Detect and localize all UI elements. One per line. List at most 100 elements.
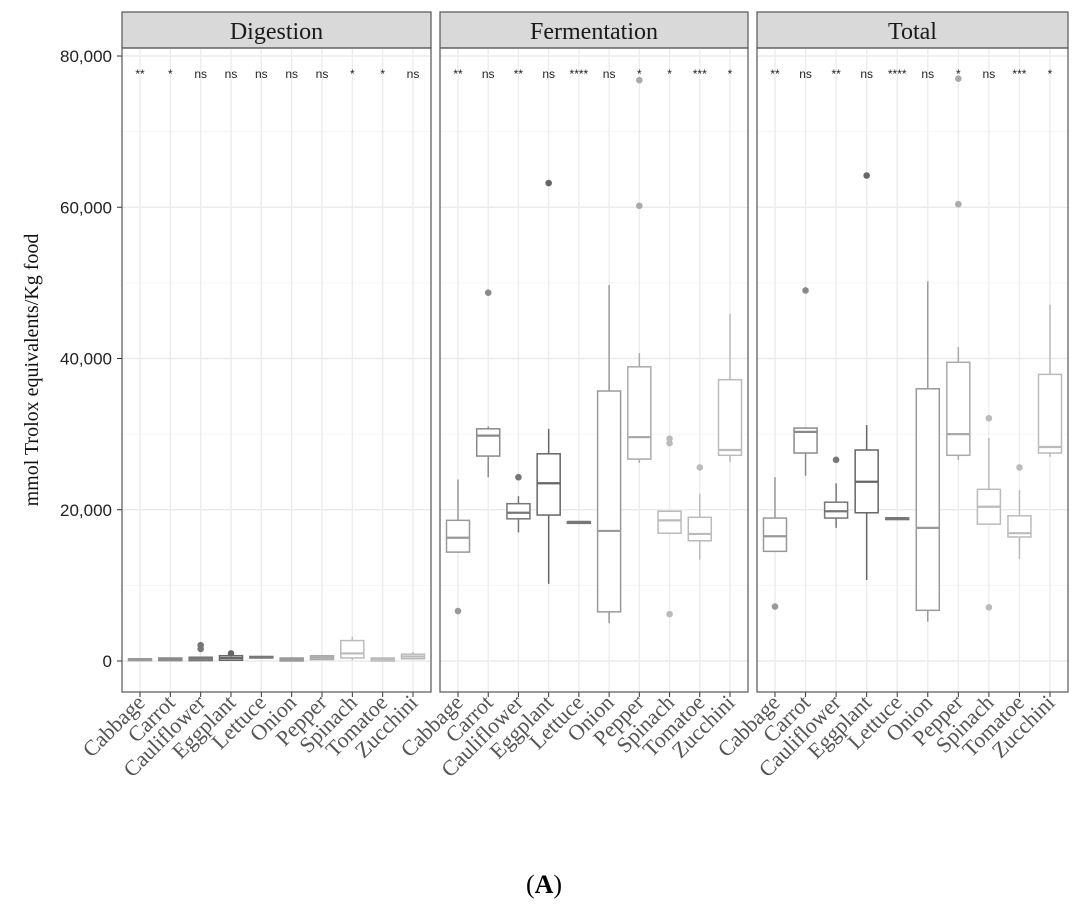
- box-iqr: [445, 519, 471, 553]
- significance-label: *: [637, 67, 642, 81]
- significance-label: **: [514, 67, 524, 81]
- box-carrot: [475, 289, 501, 478]
- outlier-point: [545, 179, 552, 187]
- y-tick-label: 80,000: [60, 47, 112, 66]
- box-lettuce: [566, 520, 592, 525]
- outlier-point: [515, 473, 522, 481]
- significance-label: **: [135, 67, 145, 81]
- figure-caption: (A): [526, 870, 562, 899]
- caption-open: (: [526, 870, 535, 899]
- significance-label: ****: [888, 67, 907, 81]
- box-zucchini: [717, 313, 743, 463]
- significance-label: ****: [570, 67, 589, 81]
- significance-label: **: [770, 67, 780, 81]
- significance-label: *: [728, 67, 733, 81]
- facet-strip: [756, 11, 1069, 49]
- box-tomatoe: [370, 657, 395, 662]
- significance-label: ***: [693, 67, 707, 81]
- significance-label: **: [453, 67, 463, 81]
- box-iqr: [657, 510, 682, 534]
- y-tick-label: 40,000: [60, 350, 112, 369]
- box-spinach: [340, 636, 365, 661]
- box-carrot: [158, 657, 183, 662]
- outlier-point: [197, 641, 204, 649]
- panel-border: [756, 47, 1069, 693]
- box-iqr: [1037, 373, 1063, 454]
- significance-label: ns: [194, 67, 207, 81]
- y-axis-title: mmol Trolox equivalents/Kg food: [21, 234, 43, 507]
- outlier-point: [666, 439, 673, 447]
- significance-label: ns: [316, 67, 329, 81]
- box-carrot: [793, 287, 818, 476]
- facet-strip: [439, 11, 749, 49]
- outlier-point: [636, 76, 643, 84]
- significance-label: ns: [921, 67, 934, 81]
- box-iqr: [340, 639, 365, 659]
- outlier-point: [832, 456, 840, 464]
- facet-title: Fermentation: [530, 19, 658, 45]
- box-cabbage: [445, 479, 471, 615]
- outlier-point: [863, 172, 870, 179]
- y-tick-label: 60,000: [60, 198, 112, 217]
- box-iqr: [915, 388, 941, 612]
- box-cabbage: [127, 657, 153, 662]
- significance-label: ns: [799, 67, 812, 81]
- box-iqr: [506, 502, 531, 520]
- significance-label: *: [667, 67, 672, 81]
- box-pepper: [309, 654, 335, 661]
- box-pepper: [627, 76, 652, 463]
- box-iqr: [793, 427, 818, 454]
- y-tick-label: 20,000: [60, 501, 112, 520]
- outlier-point: [227, 650, 235, 657]
- outlier-point: [802, 287, 809, 294]
- box-eggplant: [854, 172, 879, 581]
- box-iqr: [475, 428, 501, 457]
- outlier-point: [696, 464, 704, 471]
- significance-label: ns: [285, 67, 298, 81]
- box-iqr: [762, 517, 788, 553]
- box-lettuce: [249, 655, 274, 659]
- box-pepper: [946, 75, 971, 460]
- box-cauliflower: [506, 473, 531, 533]
- significance-label: *: [168, 67, 173, 81]
- significance-label: ***: [1012, 67, 1026, 81]
- significance-label: ns: [603, 67, 616, 81]
- panel-border: [121, 47, 432, 693]
- facet-title: Total: [888, 19, 937, 45]
- outlier-point: [454, 607, 462, 615]
- significance-label: ns: [983, 67, 996, 81]
- outlier-point: [666, 610, 673, 618]
- box-tomatoe: [687, 464, 713, 560]
- significance-label: ns: [225, 67, 238, 81]
- outlier-point: [985, 414, 993, 422]
- caption-letter: A: [535, 870, 554, 899]
- box-iqr: [823, 501, 849, 519]
- caption-close: ): [553, 870, 562, 899]
- outlier-point: [636, 202, 643, 210]
- facet-fermentation: Fermentation**CabbagensCarrot**Cauliflow…: [395, 11, 749, 782]
- box-spinach: [657, 435, 682, 618]
- significance-label: ns: [482, 67, 495, 81]
- significance-label: **: [831, 67, 841, 81]
- outlier-point: [955, 75, 962, 82]
- outlier-point: [985, 604, 993, 611]
- box-iqr: [946, 361, 971, 457]
- box-iqr: [717, 378, 743, 457]
- box-cabbage: [762, 477, 788, 610]
- box-lettuce: [884, 516, 910, 521]
- significance-label: ns: [542, 67, 555, 81]
- y-tick-label: 0: [103, 652, 112, 671]
- outlier-point: [955, 200, 962, 208]
- box-spinach: [976, 414, 1002, 611]
- facet-digestion: Digestion**Cabbage*CarrotnsCauliflowerns…: [77, 11, 432, 782]
- box-cauliflower: [823, 456, 849, 528]
- outlier-point: [1016, 464, 1023, 471]
- significance-label: *: [380, 67, 385, 81]
- significance-label: ns: [860, 67, 873, 81]
- panel-border: [439, 47, 749, 693]
- outlier-point: [666, 435, 673, 442]
- significance-label: ns: [255, 67, 268, 81]
- box-iqr: [627, 366, 652, 460]
- box-zucchini: [1037, 304, 1063, 457]
